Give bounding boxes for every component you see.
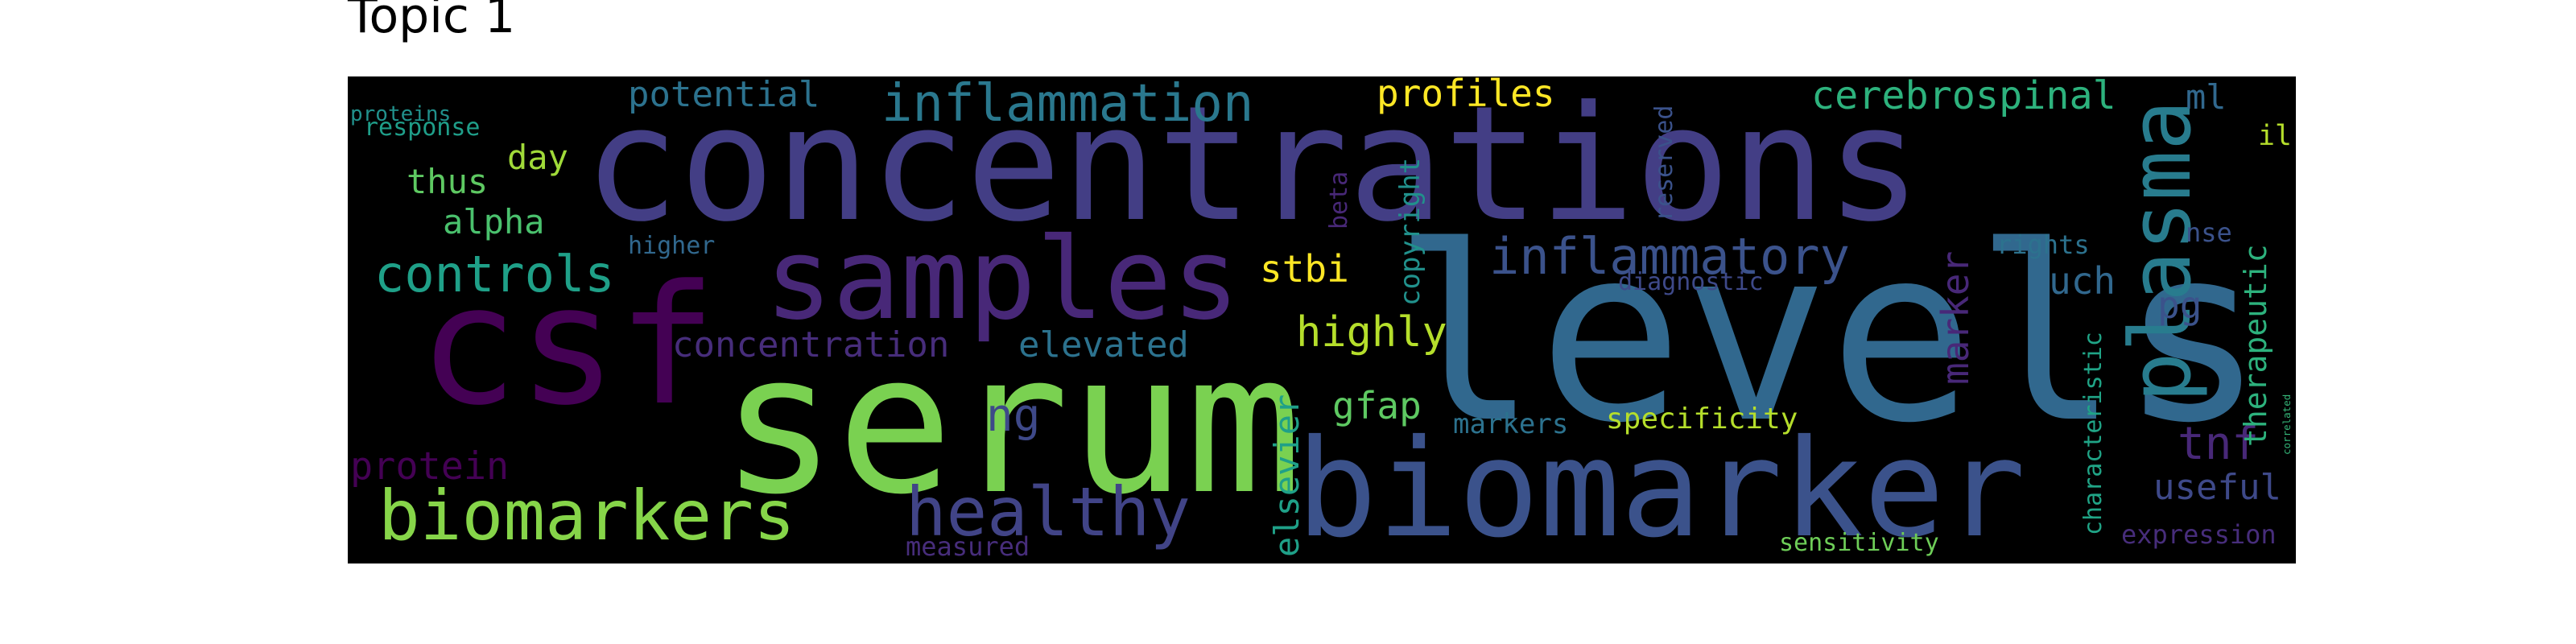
word-proteins: proteins — [350, 102, 451, 126]
word-csf: csf — [419, 250, 716, 442]
word-concentrations: concentrations — [584, 72, 1922, 257]
word-therapeutic: therapeutic — [2238, 244, 2273, 447]
word-protein: protein — [350, 445, 509, 489]
word-highly: highly — [1296, 308, 1447, 357]
word-beta: beta — [1325, 171, 1353, 229]
word-pg: pg — [2157, 283, 2202, 327]
word-copyright: copyright — [1394, 158, 1426, 306]
word-elevated: elevated — [1018, 324, 1189, 365]
word-ng: ng — [986, 390, 1040, 442]
word-specificity: specificity — [1606, 402, 1798, 436]
word-inflammatory: inflammatory — [1489, 227, 1850, 286]
word-controls: controls — [374, 245, 615, 303]
word-il: il — [2258, 120, 2292, 152]
word-sensitivity: sensitivity — [1779, 529, 1939, 557]
word-samples: samples — [765, 214, 1240, 345]
word-correlated: correlated — [2281, 394, 2293, 455]
word-serum: serum — [720, 312, 1302, 537]
word-higher: higher — [628, 232, 715, 260]
chart-title: Topic 1 — [347, 0, 515, 44]
word-characteristic: characteristic — [2079, 332, 2107, 535]
word-marker: marker — [1934, 251, 1977, 385]
word-uch: uch — [2049, 259, 2116, 303]
word-alpha: alpha — [443, 202, 544, 242]
word-biomarker: biomarker — [1296, 411, 2026, 568]
word-markers: markers — [1453, 408, 1568, 440]
word-expression: expression — [2121, 519, 2277, 550]
word-day: day — [507, 138, 568, 177]
word-healthy: healthy — [906, 473, 1191, 551]
word-useful: useful — [2153, 467, 2281, 508]
word-stbi: stbi — [1260, 247, 1349, 291]
word-response: response — [364, 114, 481, 142]
word-diagnostic: diagnostic — [1618, 268, 1764, 296]
word-rights: rights — [1996, 229, 2090, 260]
word-gfap: gfap — [1332, 384, 1422, 427]
word-profiles: profiles — [1377, 72, 1555, 115]
word-inflammation: inflammation — [881, 74, 1253, 134]
word-nse: nse — [2186, 217, 2232, 248]
word-tnf: tnf — [2178, 418, 2259, 470]
word-cerebrospinal: cerebrospinal — [1811, 73, 2116, 118]
word-levels: levels — [1393, 195, 2265, 476]
word-thus: thus — [407, 162, 488, 201]
word-measured: measured — [906, 531, 1030, 562]
word-potential: potential — [628, 74, 819, 115]
word-biomarkers: biomarkers — [378, 476, 795, 556]
word-cloud-background — [348, 76, 2296, 564]
word-plasma: plasma — [2112, 100, 2210, 402]
word-elsevier: elsevier — [1267, 394, 1307, 557]
word-ml: ml — [2186, 77, 2227, 117]
word-concentration: concentration — [672, 324, 949, 365]
word-reserved: reserved — [1650, 105, 1678, 222]
